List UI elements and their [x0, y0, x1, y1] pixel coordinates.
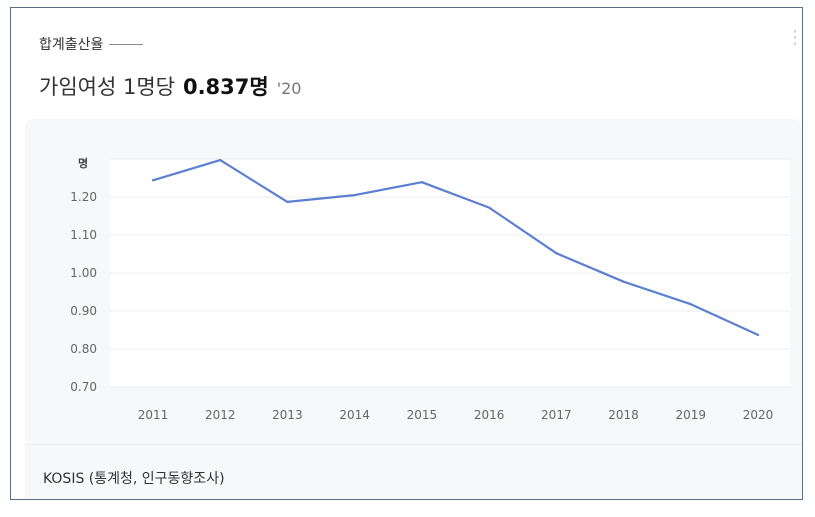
- data-point: [756, 333, 760, 337]
- data-point: [219, 159, 222, 162]
- headline: 가임여성 1명당 0.837명 '20: [39, 71, 301, 101]
- data-point: [622, 280, 625, 283]
- chart-panel: 0.70 0.80 0.90 1.00 1.10 1.20 명 2011 2012 2013 201…: [25, 119, 802, 499]
- data-point: [420, 181, 423, 184]
- y-tick-label: 0.90: [70, 304, 97, 318]
- y-tick-label: 0.80: [70, 342, 97, 356]
- source-text: KOSIS (통계청, 인구동향조사): [43, 471, 225, 487]
- y-tick-label: 1.20: [70, 190, 97, 204]
- x-tick-label: 2013: [272, 408, 303, 422]
- line-chart: 0.70 0.80 0.90 1.00 1.10 1.20 명 2011 2012 2013 201…: [70, 156, 790, 422]
- data-point: [488, 206, 491, 209]
- data-point: [286, 200, 289, 204]
- x-tick-label: 2017: [541, 408, 572, 422]
- title-underline: [109, 43, 144, 45]
- data-point: [353, 194, 356, 197]
- x-tick-label: 2020: [743, 408, 774, 422]
- x-tick-label: 2014: [339, 408, 370, 422]
- headline-value: 0.837명: [182, 75, 269, 99]
- x-tick-label: 2012: [205, 408, 236, 422]
- x-tick-label: 2019: [676, 408, 707, 422]
- data-point: [151, 179, 155, 182]
- card-frame: 합계출산율 ⋮ 가임여성 1명당 0.837명 '20 0.70 0.80 0.90…: [10, 7, 804, 500]
- footer-divider: [25, 444, 802, 445]
- y-tick-label: 1.10: [70, 228, 97, 242]
- x-tick-label: 2016: [474, 408, 505, 422]
- y-tick-label: 0.70: [70, 380, 97, 394]
- headline-label: 가임여성 1명당: [39, 75, 175, 99]
- data-point: [689, 303, 692, 306]
- data-point: [555, 252, 558, 255]
- x-tick-label: 2015: [407, 408, 438, 422]
- headline-year: '20: [276, 79, 302, 98]
- card-title-text: 합계출산율: [39, 37, 104, 53]
- x-tick-label: 2011: [138, 408, 169, 422]
- y-tick-label: 1.00: [70, 266, 97, 280]
- more-options-icon[interactable]: ⋮: [786, 27, 804, 48]
- card-title: 합계출산율: [39, 34, 144, 54]
- y-axis-label: 명: [78, 156, 88, 170]
- series-line: [152, 158, 759, 336]
- x-tick-label: 2018: [608, 408, 639, 422]
